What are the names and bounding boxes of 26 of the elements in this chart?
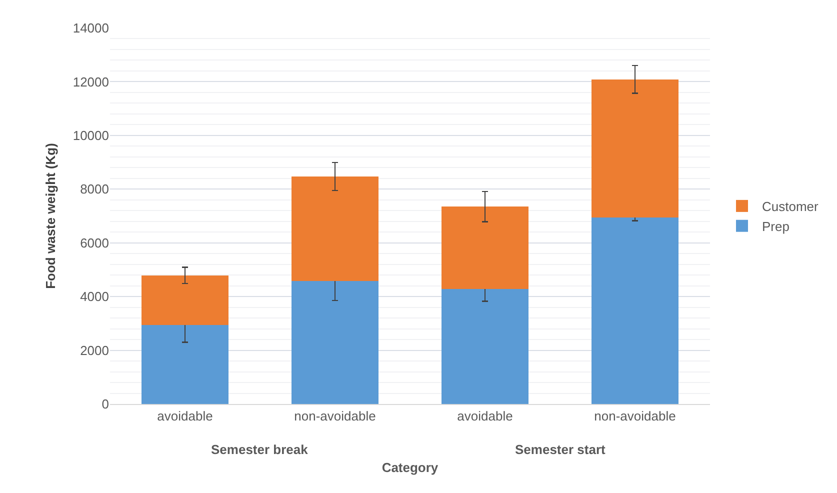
y-tick-label: 4000 [80,289,109,304]
bar [142,325,228,404]
y-axis-title: Food waste weight (Kg) [42,143,58,289]
x-tick-label: non-avoidable [594,408,676,424]
bar [592,79,678,218]
bar [292,176,378,281]
bar [292,280,378,404]
y-tick-label: 2000 [80,342,109,358]
y-tick-label: 14000 [72,20,109,36]
text: Semester start [515,442,606,457]
bar [442,288,528,404]
y-tick-label: 12000 [72,74,109,90]
legend-label: Prep [762,218,790,234]
y-tick-label: 8000 [80,182,109,197]
x-tick-label: avoidable [157,408,213,424]
x-tick-label: non-avoidable [294,408,376,424]
bar [142,275,228,326]
bar [442,206,528,289]
x-axis-title: Category [382,460,439,476]
text: Semester break [211,442,309,457]
y-tick-label: 6000 [80,235,109,250]
y-tick-label: 10000 [72,128,109,143]
legend-label: Customer [762,199,820,214]
bar [592,217,678,404]
x-tick-label: avoidable [457,408,513,424]
y-tick-label: 0 [102,396,109,412]
